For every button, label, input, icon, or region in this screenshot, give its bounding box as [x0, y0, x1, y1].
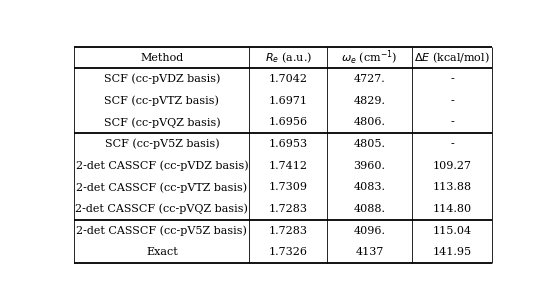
- Text: 1.7326: 1.7326: [269, 247, 307, 257]
- Text: 1.7412: 1.7412: [269, 161, 307, 171]
- Text: 4727.: 4727.: [354, 74, 385, 84]
- Text: 1.6956: 1.6956: [269, 117, 307, 127]
- Text: 2-det CASSCF (cc-pVTZ basis): 2-det CASSCF (cc-pVTZ basis): [76, 182, 247, 193]
- Text: 109.27: 109.27: [433, 161, 471, 171]
- Text: 115.04: 115.04: [432, 226, 471, 236]
- Text: 4088.: 4088.: [353, 204, 385, 214]
- Text: SCF (cc-pVDZ basis): SCF (cc-pVDZ basis): [104, 74, 220, 85]
- Text: 141.95: 141.95: [432, 247, 471, 257]
- Text: 4829.: 4829.: [353, 96, 385, 106]
- Text: 1.7283: 1.7283: [269, 226, 307, 236]
- Text: 4806.: 4806.: [353, 117, 385, 127]
- Text: 2-det CASSCF (cc-pVQZ basis): 2-det CASSCF (cc-pVQZ basis): [76, 204, 248, 214]
- Text: $\Delta E$ (kcal/mol): $\Delta E$ (kcal/mol): [414, 50, 490, 65]
- Text: 114.80: 114.80: [432, 204, 471, 214]
- Text: 4137: 4137: [355, 247, 384, 257]
- Text: 1.7309: 1.7309: [269, 182, 307, 192]
- Text: 2-det CASSCF (cc-pV5Z basis): 2-det CASSCF (cc-pV5Z basis): [76, 225, 247, 236]
- Text: SCF (cc-pVTZ basis): SCF (cc-pVTZ basis): [104, 95, 219, 106]
- Text: 1.6971: 1.6971: [269, 96, 307, 106]
- Text: Exact: Exact: [146, 247, 178, 257]
- Text: -: -: [450, 139, 454, 149]
- Text: 4083.: 4083.: [353, 182, 385, 192]
- Text: 1.6953: 1.6953: [269, 139, 307, 149]
- Text: 1.7283: 1.7283: [269, 204, 307, 214]
- Text: 3960.: 3960.: [353, 161, 385, 171]
- Text: 1.7042: 1.7042: [269, 74, 307, 84]
- Text: 113.88: 113.88: [432, 182, 471, 192]
- Text: 4805.: 4805.: [353, 139, 385, 149]
- Text: $\omega_e$ (cm$^{-1}$): $\omega_e$ (cm$^{-1}$): [341, 48, 398, 67]
- Text: SCF (cc-pVQZ basis): SCF (cc-pVQZ basis): [104, 117, 220, 128]
- Text: SCF (cc-pV5Z basis): SCF (cc-pV5Z basis): [104, 139, 219, 149]
- Text: -: -: [450, 96, 454, 106]
- Text: 4096.: 4096.: [353, 226, 385, 236]
- Text: Method: Method: [140, 53, 183, 63]
- Text: 2-det CASSCF (cc-pVDZ basis): 2-det CASSCF (cc-pVDZ basis): [76, 160, 248, 171]
- Text: -: -: [450, 117, 454, 127]
- Text: $R_e$ (a.u.): $R_e$ (a.u.): [264, 50, 312, 65]
- Text: -: -: [450, 74, 454, 84]
